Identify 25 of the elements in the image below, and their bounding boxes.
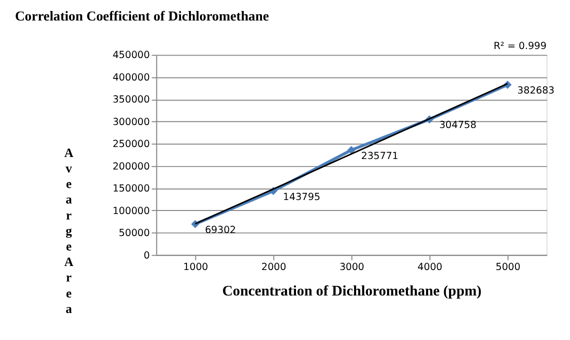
data-label: 382683 bbox=[517, 86, 555, 97]
y-tick-label: 400000 bbox=[112, 72, 150, 84]
y-tick-label: 250000 bbox=[112, 139, 150, 150]
x-tick-label: 1000 bbox=[183, 262, 208, 274]
y-tick-label: 450000 bbox=[112, 50, 150, 62]
x-axis-title: Concentration of Dichloromethane (ppm) bbox=[222, 283, 482, 300]
x-tick-label: 3000 bbox=[339, 262, 364, 274]
y-tick-label: 50000 bbox=[118, 228, 150, 240]
data-label: 69302 bbox=[204, 224, 236, 236]
data-label: 235771 bbox=[361, 150, 398, 162]
y-tick-label: 350000 bbox=[112, 94, 150, 106]
y-tick-label: 150000 bbox=[112, 184, 150, 195]
point bbox=[347, 146, 356, 154]
x-tick-label: 2000 bbox=[261, 262, 286, 274]
y-tick-label: 200000 bbox=[112, 161, 150, 172]
chart-title: Correlation Coefficient of Dichloromethane bbox=[14, 8, 269, 24]
x-tick-label: 4000 bbox=[418, 262, 442, 274]
x-tick-label: 5000 bbox=[496, 262, 520, 274]
y-tick-label: 100000 bbox=[112, 206, 150, 217]
text: Avearge Area bbox=[64, 146, 74, 316]
y-tick-label: 0 bbox=[144, 250, 150, 262]
text: R² = 0.999 bbox=[494, 40, 547, 52]
data-label: 143795 bbox=[283, 192, 320, 203]
y-tick-label: 300000 bbox=[112, 116, 150, 128]
data-label: 304758 bbox=[439, 120, 476, 132]
